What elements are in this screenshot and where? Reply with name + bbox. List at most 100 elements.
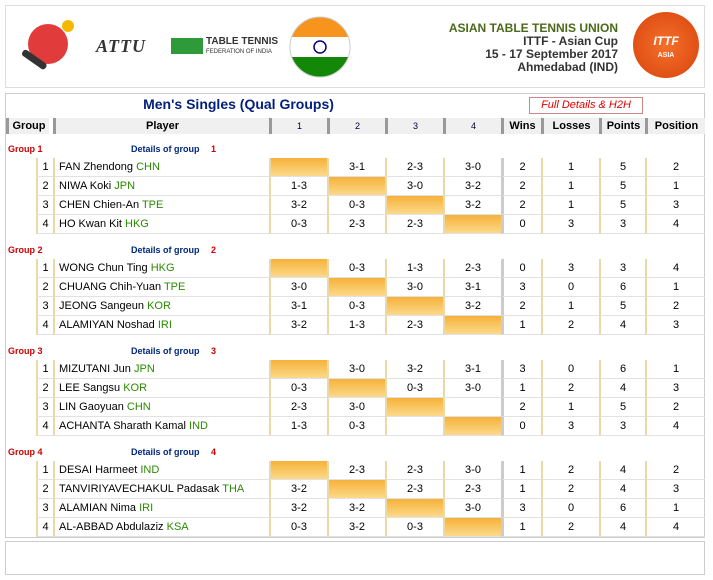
result: 3-0: [443, 499, 501, 518]
row-number: 4: [36, 417, 53, 436]
position: 2: [645, 297, 705, 316]
result: 3-0: [269, 278, 327, 297]
details-link[interactable]: Full Details & H2H: [529, 97, 643, 114]
position: 2: [645, 461, 705, 480]
points: 6: [599, 499, 645, 518]
group-label: Group 3: [8, 346, 43, 356]
player: MIZUTANI Jun JPN: [53, 360, 269, 379]
player-name: NIWA Koki: [59, 180, 112, 192]
player: WONG Chun Ting HKG: [53, 259, 269, 278]
player-name: DESAI Harmeet: [59, 464, 138, 476]
results-table: Men's Singles (Qual Groups) Full Details…: [5, 93, 705, 538]
losses: 0: [541, 499, 599, 518]
player-country: CHN: [126, 401, 151, 413]
losses: 1: [541, 158, 599, 177]
player: NIWA Koki JPN: [53, 177, 269, 196]
wins: 2: [501, 158, 541, 177]
result: [443, 398, 501, 417]
position: 1: [645, 360, 705, 379]
row-number: 2: [36, 177, 53, 196]
result: 0-3: [327, 417, 385, 436]
result: 1-3: [327, 316, 385, 335]
result: 0-3: [327, 196, 385, 215]
result: 0-3: [385, 518, 443, 537]
losses: 0: [541, 278, 599, 297]
points: 6: [599, 278, 645, 297]
self-cell: [269, 259, 327, 278]
player-country: KOR: [123, 382, 148, 394]
player-name: LEE Sangsu: [59, 382, 121, 394]
result: 3-2: [269, 480, 327, 499]
player-country: HKG: [150, 262, 175, 274]
points: 5: [599, 196, 645, 215]
player: AL-ABBAD Abdulaziz KSA: [53, 518, 269, 537]
position: 4: [645, 417, 705, 436]
losses: 3: [541, 259, 599, 278]
group-details: Details of group: [131, 245, 200, 255]
losses: 0: [541, 360, 599, 379]
self-cell: [327, 379, 385, 398]
result: 2-3: [385, 316, 443, 335]
wins: 1: [501, 316, 541, 335]
self-cell: [269, 461, 327, 480]
points: 4: [599, 316, 645, 335]
column-header: Points: [599, 118, 645, 134]
position: 1: [645, 499, 705, 518]
group-number: 3: [211, 346, 217, 356]
points: 4: [599, 461, 645, 480]
position: 2: [645, 158, 705, 177]
column-header: Losses: [541, 118, 599, 134]
player-country: KSA: [166, 521, 189, 533]
player-country: HKG: [125, 218, 149, 230]
wins: 3: [501, 360, 541, 379]
group-number: 4: [211, 447, 217, 457]
wins: 2: [501, 297, 541, 316]
result: 3-1: [443, 278, 501, 297]
event-info: ASIAN TABLE TENNIS UNION ITTF - Asian Cu…: [449, 22, 618, 74]
group-number: 1: [211, 144, 217, 154]
player: ACHANTA Sharath Kamal IND: [53, 417, 269, 436]
row-number: 3: [36, 398, 53, 417]
result: 0-3: [269, 215, 327, 234]
result: 3-1: [443, 360, 501, 379]
player: LIN Gaoyuan CHN: [53, 398, 269, 417]
player-name: ALAMIYAN Noshad: [59, 319, 155, 331]
wins: 0: [501, 215, 541, 234]
player-name: TANVIRIYAVECHAKUL Padasak: [59, 483, 220, 495]
losses: 2: [541, 379, 599, 398]
result: 0-3: [385, 379, 443, 398]
player-country: THA: [222, 483, 245, 495]
result: 2-3: [385, 158, 443, 177]
self-cell: [443, 518, 501, 537]
position: 1: [645, 278, 705, 297]
self-cell: [443, 215, 501, 234]
player-name: JEONG Sangeun: [59, 300, 144, 312]
self-cell: [269, 360, 327, 379]
position: 3: [645, 379, 705, 398]
result: 3-2: [327, 518, 385, 537]
column-header: 3: [385, 118, 443, 134]
points: 6: [599, 360, 645, 379]
result: 3-0: [385, 177, 443, 196]
points: 5: [599, 158, 645, 177]
points: 3: [599, 259, 645, 278]
group-details: Details of group: [131, 447, 200, 457]
result: 3-0: [443, 379, 501, 398]
ittf-text: ITTF: [653, 34, 679, 48]
position: 1: [645, 177, 705, 196]
player-name: WONG Chun Ting: [59, 262, 148, 274]
losses: 1: [541, 297, 599, 316]
position: 3: [645, 196, 705, 215]
player-country: TPE: [141, 199, 164, 211]
result: 2-3: [327, 461, 385, 480]
losses: 3: [541, 215, 599, 234]
player: JEONG Sangeun KOR: [53, 297, 269, 316]
column-header: Player: [53, 118, 269, 134]
points: 5: [599, 177, 645, 196]
losses: 2: [541, 480, 599, 499]
row-number: 2: [36, 480, 53, 499]
self-cell: [385, 499, 443, 518]
venue: Ahmedabad (IND): [517, 60, 618, 74]
wins: 0: [501, 259, 541, 278]
